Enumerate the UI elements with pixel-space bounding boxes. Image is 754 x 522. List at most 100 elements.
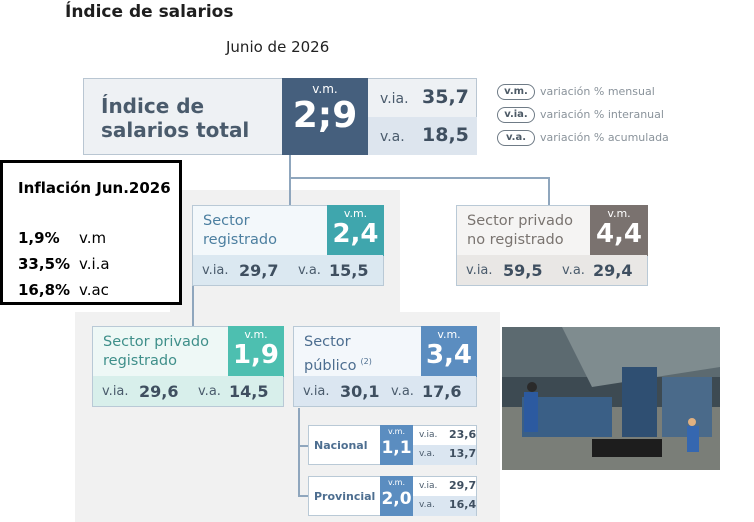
va-value: 13,7: [449, 447, 477, 460]
bottom-row: [193, 255, 383, 285]
vm-box: v.m. 3,4: [421, 326, 477, 377]
va-value: 14,5: [229, 382, 269, 401]
bottom-row: [93, 376, 283, 406]
vm-box: v.m. 1,9: [228, 326, 284, 377]
via-value: 23,6: [449, 428, 477, 441]
inflation-label: v.i.a: [79, 255, 110, 273]
vm-value: 2;9: [292, 95, 358, 136]
label-line: registrado: [203, 232, 277, 248]
node-box: Sector registrado v.m. 2,4 v.ia. 29,7 v.a. 15,5: [192, 205, 384, 286]
connector: [289, 155, 291, 179]
vm-value: 2,0: [381, 489, 412, 509]
connector: [298, 445, 308, 447]
inflation-value: 33,5%: [18, 255, 71, 273]
va-value: 18,5: [422, 124, 469, 146]
node-label: Sector privado no registrado: [467, 212, 573, 250]
sub-label: Provincial: [314, 490, 376, 503]
via-label: v.ia.: [419, 481, 438, 491]
inflation-label: v.m: [79, 229, 107, 247]
title: Índice de salarios: [65, 2, 234, 22]
legend-text: variación % interanual: [540, 108, 664, 121]
inflation-title: Inflación Jun.2026: [18, 179, 171, 197]
inflation-box: Inflación Jun.2026 1,9% v.m 33,5% v.i.a …: [0, 160, 182, 305]
bottom-row: [294, 376, 476, 406]
connector: [289, 177, 291, 205]
va-label: v.a.: [198, 384, 221, 399]
via-label: v.ia.: [380, 91, 409, 107]
legend-text: variación % acumulada: [540, 131, 669, 144]
va-label: v.a.: [419, 500, 435, 510]
vm-label: v.m.: [388, 427, 405, 436]
vm-value: 4,4: [595, 219, 643, 249]
vm-label: v.m.: [388, 478, 405, 487]
label-line: Sector privado: [103, 334, 209, 350]
via-label: v.ia.: [303, 384, 330, 399]
legend-abbr: v.a.: [497, 130, 535, 146]
node-box: Sector público (2) v.m. 3,4 v.ia. 30,1 v.a. 17,6: [293, 326, 477, 407]
via-label: v.ia.: [202, 263, 229, 278]
vm-label: v.m.: [437, 328, 461, 341]
connector: [298, 408, 300, 496]
vm-value: 1,1: [381, 438, 412, 458]
label-line: salarios total: [101, 118, 250, 142]
node-box: Sector privado registrado v.m. 1,9 v.ia. 29,6…: [92, 326, 284, 407]
via-label: v.ia.: [419, 430, 438, 440]
via-value: 29,7: [449, 479, 477, 492]
label-line: Sector privado: [467, 213, 573, 229]
vm-value: 2,4: [332, 219, 379, 249]
via-label: v.ia.: [466, 263, 493, 278]
va-row: [368, 117, 477, 155]
va-label: v.a.: [380, 129, 405, 145]
bottom-row: [457, 255, 647, 285]
vm-box: v.m. 2,4: [327, 205, 384, 256]
date: Junio de 2026: [226, 38, 330, 56]
vm-label: v.m.: [312, 82, 338, 96]
connector: [298, 495, 308, 497]
label-line: Sector: [203, 213, 250, 229]
legend-text: variación % mensual: [540, 85, 655, 98]
label-line: no registrado: [467, 232, 564, 248]
vm-label: v.m.: [244, 328, 268, 341]
via-value: 35,7: [422, 86, 469, 108]
inflation-value: 16,8%: [18, 281, 71, 299]
vm-value: 3,4: [425, 340, 473, 370]
node-box: Sector privado no registrado v.m. 4,4 v.ia. 5…: [456, 205, 648, 286]
sub-box: Provincial v.m. 2,0 v.ia. 29,7 v.a. 16,4: [308, 476, 477, 516]
vm-value: 1,9: [232, 340, 280, 370]
vm-box: v.m. 4,4: [590, 205, 648, 256]
inflation-label: v.ac: [79, 281, 109, 299]
label-line: Índice de: [101, 94, 205, 118]
va-label: v.a.: [391, 384, 414, 399]
connector: [548, 177, 550, 205]
va-row: [413, 445, 476, 465]
vm-box: v.m. 1,1: [380, 425, 413, 465]
vm-box: v.m. 2;9: [282, 78, 368, 155]
node-label: Sector registrado: [203, 212, 277, 250]
vm-label: v.m.: [607, 207, 631, 220]
label-line: registrado: [103, 353, 177, 369]
vm-box: v.m. 2,0: [380, 476, 413, 516]
va-label: v.a.: [562, 263, 585, 278]
va-value: 17,6: [422, 382, 462, 401]
inflation-value: 1,9%: [18, 229, 60, 247]
via-value: 59,5: [503, 261, 543, 280]
via-label: v.ia.: [102, 384, 129, 399]
va-label: v.a.: [298, 263, 321, 278]
photo: [502, 327, 720, 470]
via-value: 29,6: [139, 382, 179, 401]
node-label: Sector privado registrado: [103, 333, 209, 371]
va-value: 29,4: [593, 261, 633, 280]
via-value: 29,7: [239, 261, 279, 280]
label-line: Sector: [304, 334, 351, 350]
note: (2): [360, 357, 372, 366]
vm-label: v.m.: [343, 207, 368, 220]
va-value: 16,4: [449, 498, 477, 511]
via-value: 30,1: [340, 382, 380, 401]
sub-label: Nacional: [314, 439, 368, 452]
sub-box: Nacional v.m. 1,1 v.ia. 23,6 v.a. 13,7: [308, 425, 477, 465]
connector: [289, 177, 550, 179]
va-value: 15,5: [329, 261, 369, 280]
node-label: Sector público (2): [304, 333, 372, 376]
va-label: v.a.: [419, 449, 435, 459]
